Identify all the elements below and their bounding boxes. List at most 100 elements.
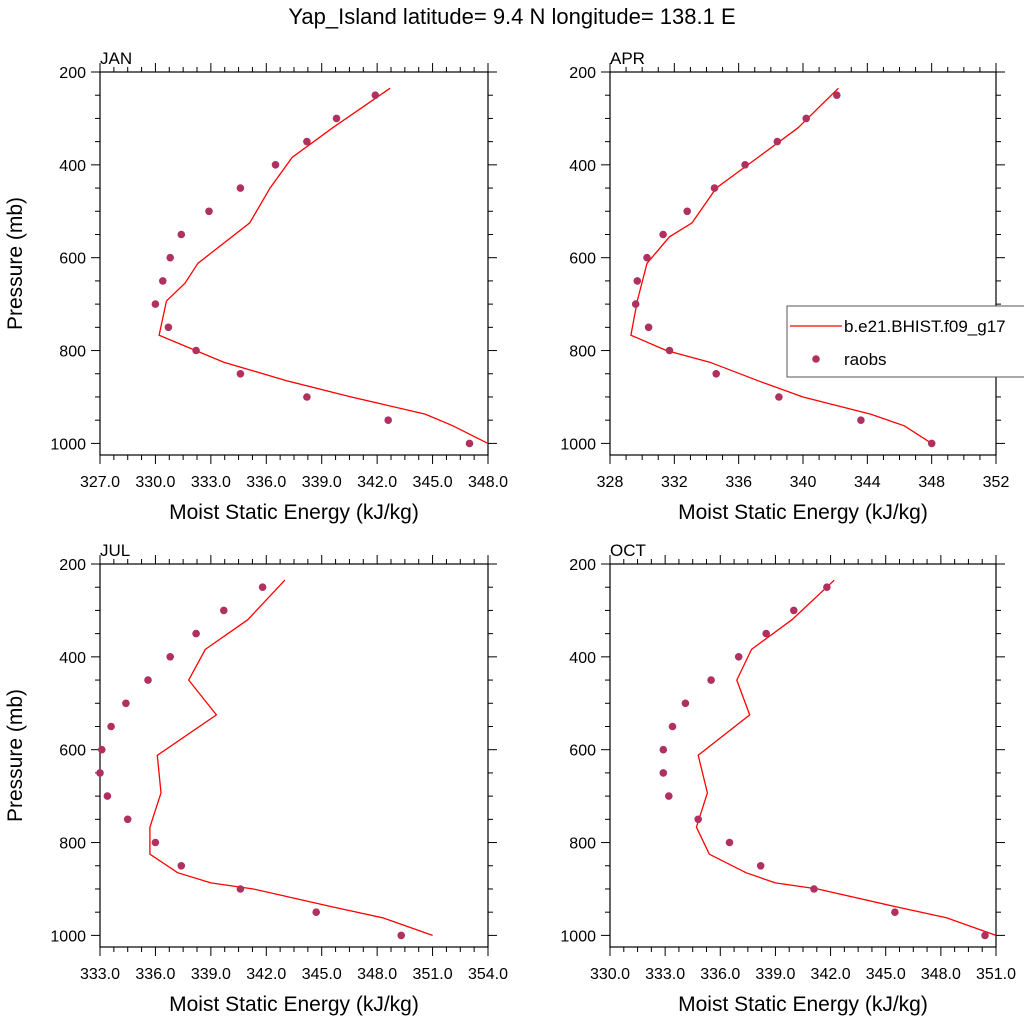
raobs-point <box>159 277 167 285</box>
legend-model-label: b.e21.BHIST.f09_g17 <box>844 317 1006 336</box>
x-tick-label: 351.0 <box>976 966 1016 983</box>
y-tick-label: 800 <box>59 836 86 853</box>
x-tick-label: 340 <box>790 474 817 491</box>
y-tick-label: 1000 <box>560 436 596 453</box>
x-axis-title: Moist Static Energy (kJ/kg) <box>678 993 928 1016</box>
y-axis-title: Pressure (mb) <box>4 689 27 822</box>
raobs-point <box>123 815 132 824</box>
x-tick-label: 336.0 <box>135 966 175 983</box>
panel-label: JAN <box>100 49 132 68</box>
raobs-point <box>144 676 152 684</box>
raobs-point <box>773 137 782 146</box>
raobs-point <box>659 769 668 777</box>
raobs-point <box>177 230 186 239</box>
raobs-point <box>725 838 734 847</box>
raobs-point <box>659 745 668 754</box>
model-series-line <box>630 87 933 444</box>
raobs-point <box>643 253 651 262</box>
plot-frame <box>99 71 489 456</box>
x-tick-label: 330.0 <box>135 474 175 491</box>
raobs-point <box>220 606 228 615</box>
x-tick-label: 336.0 <box>700 966 740 983</box>
raobs-point <box>810 885 818 893</box>
raobs-point <box>122 699 130 708</box>
raobs-point <box>192 346 200 355</box>
raobs-point <box>633 277 642 285</box>
legend-obs-label: raobs <box>844 350 887 369</box>
x-tick-label: 345.0 <box>413 474 453 491</box>
raobs-point <box>802 114 810 123</box>
plot-frame <box>609 563 997 948</box>
raobs-point <box>151 838 160 847</box>
raobs-point <box>631 300 640 308</box>
x-tick-label: 348 <box>918 474 945 491</box>
raobs-point <box>741 161 749 169</box>
raobs-point <box>668 722 677 731</box>
panel-apr: APR 200 400 600 800 1000 328 332 336 340 344 348 352… <box>560 49 1009 524</box>
raobs-point <box>371 91 380 99</box>
raobs-point <box>107 722 115 731</box>
model-series-line <box>158 87 489 444</box>
x-tick-label: 342.0 <box>357 474 397 491</box>
raobs-point <box>397 931 406 940</box>
raobs-point <box>927 439 936 448</box>
legend-box <box>786 305 1024 378</box>
x-tick-label: 339.0 <box>755 966 795 983</box>
raobs-point <box>710 184 719 192</box>
x-tick-label: 354.0 <box>468 966 508 983</box>
y-tick-label: 600 <box>569 251 596 268</box>
raobs-point <box>98 745 106 754</box>
raobs-point <box>857 416 865 425</box>
y-tick-label: 600 <box>59 251 86 268</box>
model-series-line <box>695 579 997 937</box>
y-tick-label: 800 <box>59 344 86 361</box>
raobs-point <box>236 885 245 893</box>
raobs-point <box>665 346 674 355</box>
raobs-point <box>96 769 104 777</box>
raobs-point <box>166 253 174 262</box>
y-tick-label: 1000 <box>50 436 86 453</box>
plot-frame <box>99 563 489 948</box>
x-tick-label: 333.0 <box>645 966 685 983</box>
raobs-point <box>644 323 653 332</box>
panel-jan: JAN 200 400 600 800 1000 327.0 330.0 333.0 336.0 3… <box>4 49 508 524</box>
raobs-point <box>151 300 160 308</box>
x-tick-label: 344 <box>854 474 881 491</box>
raobs-point <box>271 161 280 169</box>
y-tick-label: 800 <box>569 836 596 853</box>
y-tick-label: 200 <box>59 557 86 574</box>
y-tick-label: 200 <box>569 65 596 82</box>
raobs-point <box>303 393 311 401</box>
raobs-point <box>734 653 743 661</box>
raobs-point <box>683 207 691 216</box>
raobs-point <box>775 393 783 401</box>
raobs-point <box>707 676 715 684</box>
x-axis-title: Moist Static Energy (kJ/kg) <box>169 501 419 524</box>
y-tick-label: 800 <box>569 344 596 361</box>
y-tick-label: 400 <box>569 158 596 175</box>
raobs-point <box>177 862 186 870</box>
x-tick-label: 333.0 <box>191 474 231 491</box>
x-tick-label: 348.0 <box>921 966 961 983</box>
legend-dot-marker <box>812 355 820 363</box>
panel-jul: JUL 200 400 600 800 1000 333.0 336.0 339.0 342.0 3… <box>4 541 508 1016</box>
figure-title: Yap_Island latitude= 9.4 N longitude= 13… <box>288 4 736 29</box>
x-tick-label: 348.0 <box>468 474 508 491</box>
raobs-point <box>303 137 311 146</box>
x-tick-label: 342.0 <box>811 966 851 983</box>
y-axis-title: Pressure (mb) <box>4 197 27 330</box>
x-tick-label: 348.0 <box>357 966 397 983</box>
panel-oct: OCT 200 400 600 800 1000 330.0 333.0 336.0 339.0 3… <box>560 541 1016 1016</box>
x-axis-title: Moist Static Energy (kJ/kg) <box>169 993 419 1016</box>
x-tick-label: 342.0 <box>246 966 286 983</box>
x-tick-label: 330.0 <box>590 966 630 983</box>
y-tick-label: 600 <box>59 743 86 760</box>
raobs-point <box>312 908 321 916</box>
y-tick-label: 600 <box>569 743 596 760</box>
raobs-point <box>659 230 667 239</box>
x-tick-label: 336 <box>725 474 752 491</box>
x-tick-label: 327.0 <box>80 474 120 491</box>
raobs-point <box>258 583 267 591</box>
